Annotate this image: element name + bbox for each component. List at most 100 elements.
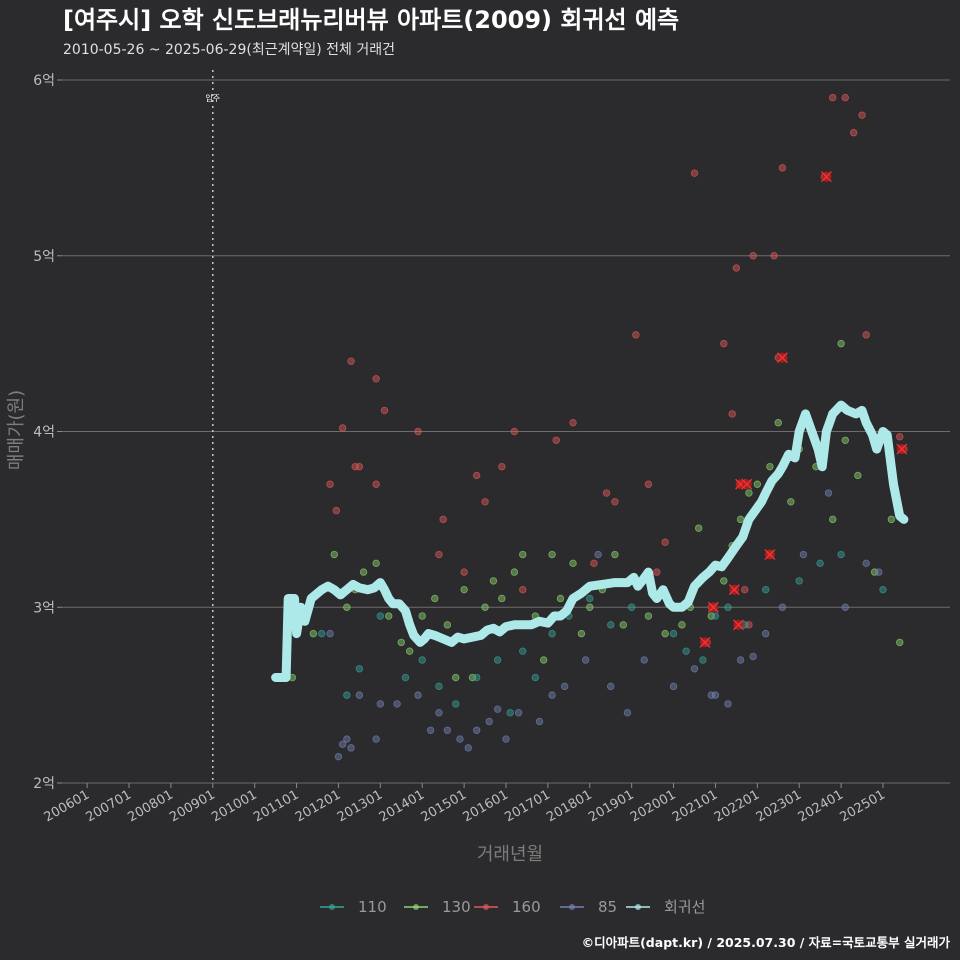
data-point-160 [326, 480, 334, 488]
data-point-160 [644, 480, 653, 488]
legend-label: 110 [358, 898, 387, 916]
data-point-130 [452, 673, 460, 682]
data-point-85 [799, 550, 808, 559]
data-point-130 [586, 603, 594, 611]
data-point-85 [514, 709, 523, 717]
data-point-85 [690, 665, 699, 673]
data-point-160 [858, 111, 866, 119]
x-tick-label: 201501 [419, 787, 469, 825]
data-point-110 [795, 577, 803, 585]
data-point-85 [560, 682, 569, 691]
data-point-130 [418, 612, 426, 620]
data-point-110 [837, 550, 845, 559]
highlight-point [776, 352, 788, 364]
data-point-130 [443, 621, 452, 629]
legend-label: 160 [512, 898, 541, 916]
data-point-130 [707, 612, 715, 620]
x-axis-title: 거래년월 [477, 844, 543, 865]
legend-key-dot [569, 904, 575, 910]
data-point-160 [720, 339, 728, 348]
data-point-85 [841, 603, 849, 611]
data-point-130 [556, 594, 565, 603]
data-point-85 [724, 700, 732, 708]
data-point-130 [569, 559, 577, 568]
data-point-160 [552, 436, 560, 444]
legend-key-dot [413, 904, 419, 910]
highlight-point [728, 584, 740, 596]
data-point-160 [439, 515, 447, 524]
data-point-130 [837, 339, 845, 348]
data-point-160 [829, 93, 837, 102]
x-tick-label: 202201 [712, 787, 762, 825]
highlight-point [733, 619, 744, 631]
legend-label: 회귀선 [664, 898, 705, 916]
data-point-160 [728, 410, 736, 418]
regression-path [271, 400, 909, 682]
data-point-160 [661, 538, 669, 546]
highlight-point [699, 636, 711, 648]
data-point-85 [824, 489, 833, 497]
data-point-130 [498, 594, 506, 603]
data-point-110 [761, 585, 770, 594]
data-point-160 [770, 252, 778, 260]
data-point-85 [326, 629, 334, 638]
data-point-85 [761, 629, 770, 638]
data-point-130 [519, 550, 527, 559]
data-point-160 [732, 264, 741, 272]
data-point-160 [347, 357, 355, 365]
data-point-110 [343, 691, 351, 699]
data-point-160 [460, 568, 468, 576]
y-tick-label: 6억 [33, 73, 55, 89]
x-tick-label: 201101 [251, 787, 301, 825]
data-point-85 [343, 735, 351, 743]
data-point-110 [355, 665, 364, 673]
x-tick-label: 201201 [293, 787, 343, 825]
data-point-160 [741, 585, 749, 594]
legend-label: 130 [442, 898, 471, 916]
data-point-130 [481, 603, 489, 611]
data-point-160 [519, 585, 527, 594]
data-point-160 [380, 406, 389, 415]
data-point-85 [875, 568, 883, 576]
data-point-130 [896, 638, 904, 647]
data-point-85 [426, 726, 435, 734]
data-point-85 [472, 726, 481, 734]
data-point-160 [602, 489, 611, 497]
data-point-85 [393, 700, 401, 708]
data-point-85 [749, 652, 757, 661]
highlight-point [741, 478, 753, 490]
data-point-160 [590, 559, 598, 568]
highlight-cross [733, 619, 744, 631]
data-point-160 [435, 550, 443, 559]
chart-title: [여주시] 오학 신도브래뉴리버뷰 아파트(2009) 회귀선 예측 [63, 6, 679, 34]
data-point-85 [493, 705, 502, 713]
data-point-85 [707, 691, 715, 699]
data-point-110 [376, 612, 385, 620]
data-point-130 [611, 550, 619, 559]
data-point-160 [611, 498, 619, 506]
data-point-85 [355, 691, 364, 699]
x-tick-label: 202101 [670, 787, 720, 825]
data-point-160 [372, 480, 380, 488]
legend-key-dot [329, 904, 335, 910]
x-tick-label: 202301 [754, 787, 804, 825]
data-point-160 [749, 252, 757, 260]
highlight-cross [741, 478, 753, 490]
highlight-cross [707, 601, 719, 613]
chart-subtitle: 2010-05-26 ~ 2025-06-29(최근계약일) 전체 거래건 [63, 42, 395, 58]
data-point-85 [862, 559, 870, 568]
data-point-85 [669, 682, 678, 691]
x-tick-label: 201701 [502, 787, 552, 825]
data-point-160 [862, 331, 870, 339]
data-point-160 [841, 93, 849, 102]
data-point-160 [338, 424, 347, 432]
data-point-130 [510, 568, 519, 576]
data-point-160 [351, 462, 359, 471]
data-point-160 [498, 462, 506, 471]
data-point-110 [435, 682, 443, 691]
data-point-130 [405, 647, 414, 655]
move-in-marker: 입주 [205, 70, 220, 783]
data-point-130 [460, 585, 468, 594]
data-point-160 [690, 169, 699, 177]
